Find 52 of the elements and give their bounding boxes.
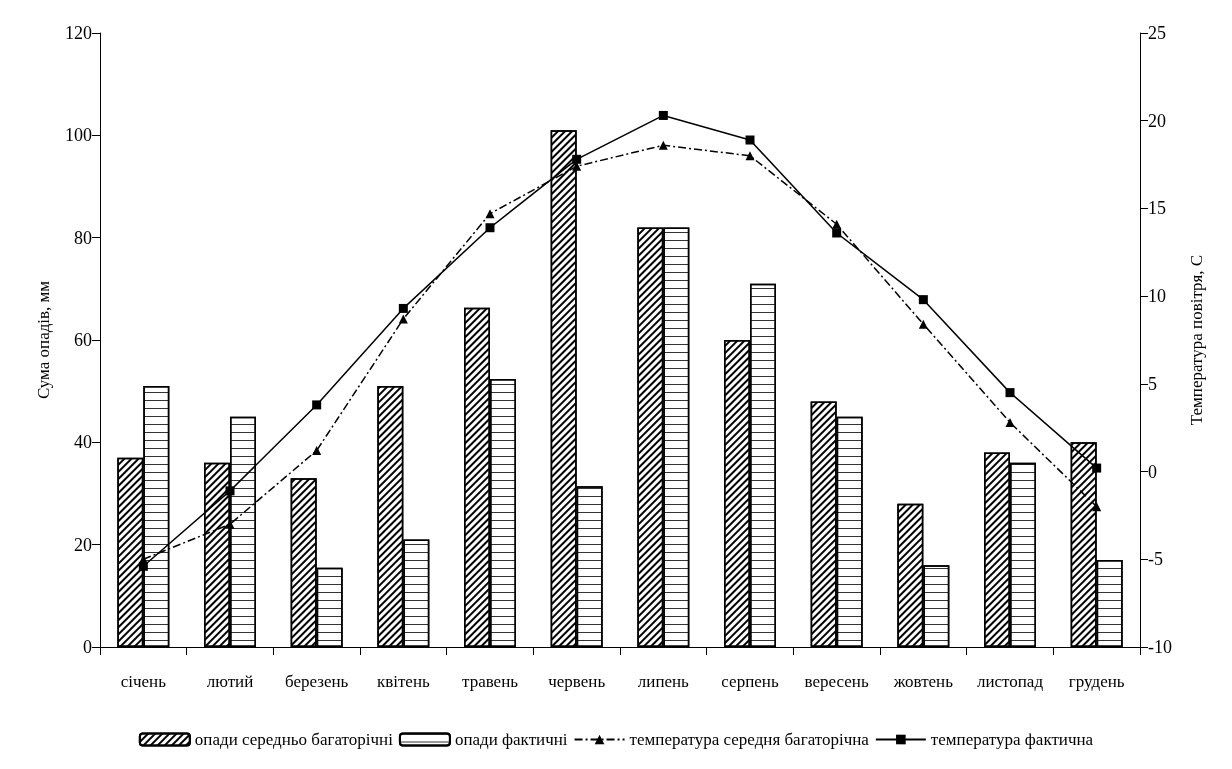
y-tick-label: 100 bbox=[65, 125, 92, 146]
y-tick-label: 60 bbox=[74, 330, 92, 350]
x-tick-label: вересень bbox=[804, 672, 869, 691]
legend-label: температура середня багаторічна bbox=[629, 730, 870, 749]
point bbox=[398, 303, 408, 313]
point bbox=[225, 486, 235, 496]
legend-label: опади середньо багаторічні bbox=[194, 730, 394, 749]
y-tick-label: 20 bbox=[74, 534, 92, 555]
x-tick-label: серпень bbox=[721, 672, 779, 691]
point bbox=[138, 561, 148, 571]
x-tick-label: січень bbox=[120, 672, 167, 691]
y-tick-label: 40 bbox=[74, 432, 92, 453]
y-tick-label: 0 bbox=[83, 637, 92, 657]
y2-tick-label: 20 bbox=[1148, 110, 1166, 131]
y2-tick-label: 0 bbox=[1148, 461, 1157, 482]
y2-tick-label: -10 bbox=[1148, 637, 1172, 657]
y2-tick-label: 5 bbox=[1148, 373, 1157, 394]
x-tick-label: жовтень bbox=[892, 672, 954, 691]
y2-tick-label: 15 bbox=[1148, 198, 1166, 219]
y-tick-label: 80 bbox=[74, 227, 92, 248]
point bbox=[312, 400, 322, 410]
y2-axis-title: Температура повітря, С bbox=[1187, 254, 1206, 426]
y-axis-title: Сума опадів, мм bbox=[34, 280, 53, 400]
x-tick-label: грудень bbox=[1068, 672, 1125, 691]
point bbox=[1005, 388, 1015, 398]
x-tick-label: лютий bbox=[206, 672, 254, 691]
legend-label: опади фактичні bbox=[454, 730, 568, 749]
point bbox=[745, 151, 755, 161]
y2-tick-label: 25 bbox=[1148, 23, 1166, 43]
point bbox=[1005, 417, 1015, 427]
x-tick-label: травень bbox=[461, 672, 519, 691]
point bbox=[485, 209, 495, 219]
point bbox=[572, 154, 582, 164]
y2-tick-label: -5 bbox=[1148, 549, 1163, 570]
legend-label: температура фактична bbox=[930, 730, 1094, 749]
point bbox=[832, 228, 842, 238]
point bbox=[1092, 502, 1102, 512]
x-tick-label: липень bbox=[637, 672, 690, 691]
x-tick-label: березень bbox=[284, 672, 349, 691]
x-tick-label: квітень bbox=[376, 672, 430, 691]
y-tick-label: 120 bbox=[65, 23, 92, 43]
point bbox=[658, 140, 668, 150]
point bbox=[485, 223, 495, 233]
y2-tick-label: 10 bbox=[1148, 286, 1166, 307]
point bbox=[745, 135, 755, 145]
point bbox=[658, 110, 668, 120]
point bbox=[312, 446, 322, 456]
point bbox=[1092, 463, 1102, 473]
x-tick-label: червень bbox=[548, 672, 606, 691]
point bbox=[918, 319, 928, 329]
x-tick-label: листопад bbox=[976, 672, 1044, 691]
point bbox=[918, 295, 928, 305]
